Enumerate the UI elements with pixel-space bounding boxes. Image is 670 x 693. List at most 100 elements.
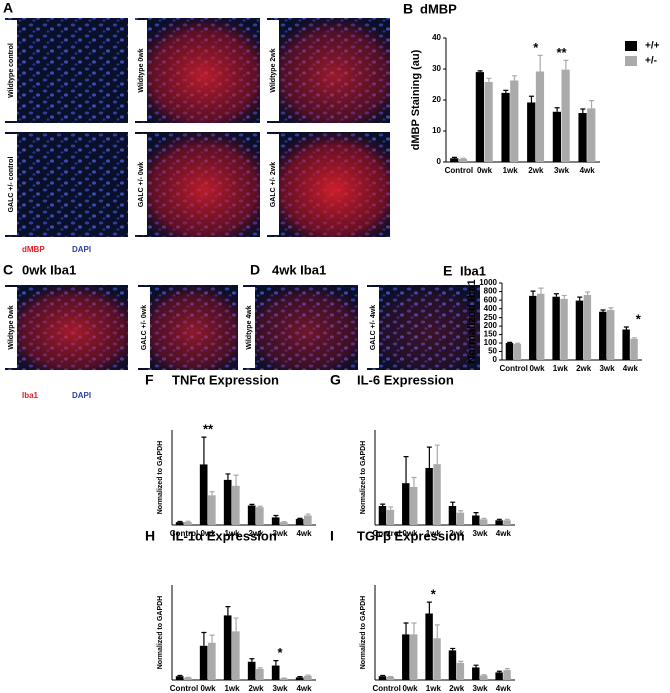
bar (450, 158, 459, 162)
bar (223, 615, 232, 680)
image-label: Wildtype 0wk (138, 48, 145, 92)
error-bar (460, 157, 466, 159)
bar (552, 296, 560, 360)
label-strip (138, 287, 150, 368)
stain-legend: dMBP (22, 245, 45, 254)
error-bar (608, 307, 614, 311)
error-bar (538, 287, 544, 294)
bar (448, 506, 457, 525)
bar (271, 665, 280, 680)
error-bar (577, 296, 583, 301)
chart-title: Iba1 (460, 263, 486, 278)
bar (630, 338, 638, 360)
bar (247, 505, 256, 525)
y-tick-label: 50 (488, 347, 497, 356)
error-bar (297, 517, 303, 520)
y-tick-label: 0 (437, 157, 442, 166)
marker-stain (135, 132, 260, 237)
bar (271, 517, 280, 525)
y-axis-label: dMBP Staining (au) (410, 49, 422, 150)
error-bar (507, 341, 513, 344)
error-bar (411, 622, 417, 635)
stain-legend: Iba1 (22, 391, 39, 400)
image-label: GALC +/- 2wk (270, 162, 277, 207)
bar (527, 102, 536, 162)
nuclei-stain (5, 18, 128, 123)
x-tick-label: 4wk (296, 684, 312, 693)
bar (448, 650, 457, 680)
y-axis-label: Normalized Iba1 (466, 279, 478, 363)
error-bar (530, 290, 536, 296)
image-label: GALC +/- 4wk (370, 305, 377, 350)
error-bar (554, 107, 560, 112)
bar (410, 634, 418, 680)
bar (599, 311, 607, 360)
bar (304, 515, 312, 525)
x-tick-label: 2wk (248, 684, 264, 693)
image-label: GALC +/- 0wk (141, 305, 148, 350)
error-bar (589, 100, 595, 109)
bar (503, 670, 511, 680)
bar (505, 343, 514, 360)
y-axis-label: Normalized to GAPDH (360, 596, 367, 670)
marker-stain (5, 285, 128, 370)
error-bar (496, 518, 502, 521)
significance: * (431, 587, 437, 602)
x-tick-label: 2wk (449, 684, 465, 693)
label-strip (267, 134, 279, 235)
bar (587, 108, 596, 162)
error-bar (473, 664, 479, 668)
error-bar (600, 309, 606, 312)
error-bar (553, 293, 559, 297)
error-bar (481, 517, 487, 520)
y-tick-label: 20 (432, 95, 441, 104)
x-tick-label: 0wk (529, 364, 545, 373)
label-strip (5, 287, 17, 368)
error-bar (512, 75, 518, 81)
legend-swatch (625, 56, 637, 66)
bar (175, 522, 184, 525)
bar (208, 642, 216, 680)
x-tick-label: 1wk (503, 166, 519, 175)
image-label: GALC +/- 0wk (138, 162, 145, 207)
y-axis-label: Normalized to GAPDH (157, 596, 164, 670)
error-bar (631, 337, 637, 339)
error-bar (273, 660, 279, 666)
error-bar (585, 291, 591, 296)
bar (386, 676, 395, 680)
error-bar (209, 491, 215, 496)
bar (256, 507, 264, 525)
x-tick-label: 4wk (623, 364, 639, 373)
error-bar (458, 510, 464, 513)
marker-stain (267, 18, 390, 123)
error-bar (426, 446, 432, 468)
bar (537, 293, 545, 360)
panel-letter: A (3, 0, 13, 16)
chart-title: dMBP (420, 1, 457, 16)
x-tick-label: 3wk (554, 166, 570, 175)
bar (433, 464, 441, 525)
bar (256, 668, 264, 680)
x-tick-label: 4wk (496, 529, 512, 538)
error-bar (233, 617, 239, 632)
panel-letter: C (3, 262, 13, 278)
bar (622, 329, 630, 360)
bar (410, 487, 418, 525)
bar (295, 677, 304, 680)
error-bar (623, 326, 629, 330)
bar (456, 512, 465, 525)
bar (484, 82, 493, 162)
bar (208, 495, 216, 525)
bar (425, 468, 433, 525)
bar (607, 310, 615, 360)
x-tick-label: 3wk (272, 684, 288, 693)
bar (475, 72, 484, 162)
bar (535, 71, 545, 162)
bar (378, 676, 387, 680)
y-tick-label: 100 (484, 338, 498, 347)
label-strip (5, 134, 17, 235)
stain-legend: DAPI (72, 245, 91, 254)
bar (495, 672, 503, 680)
marker-stain (138, 285, 238, 370)
